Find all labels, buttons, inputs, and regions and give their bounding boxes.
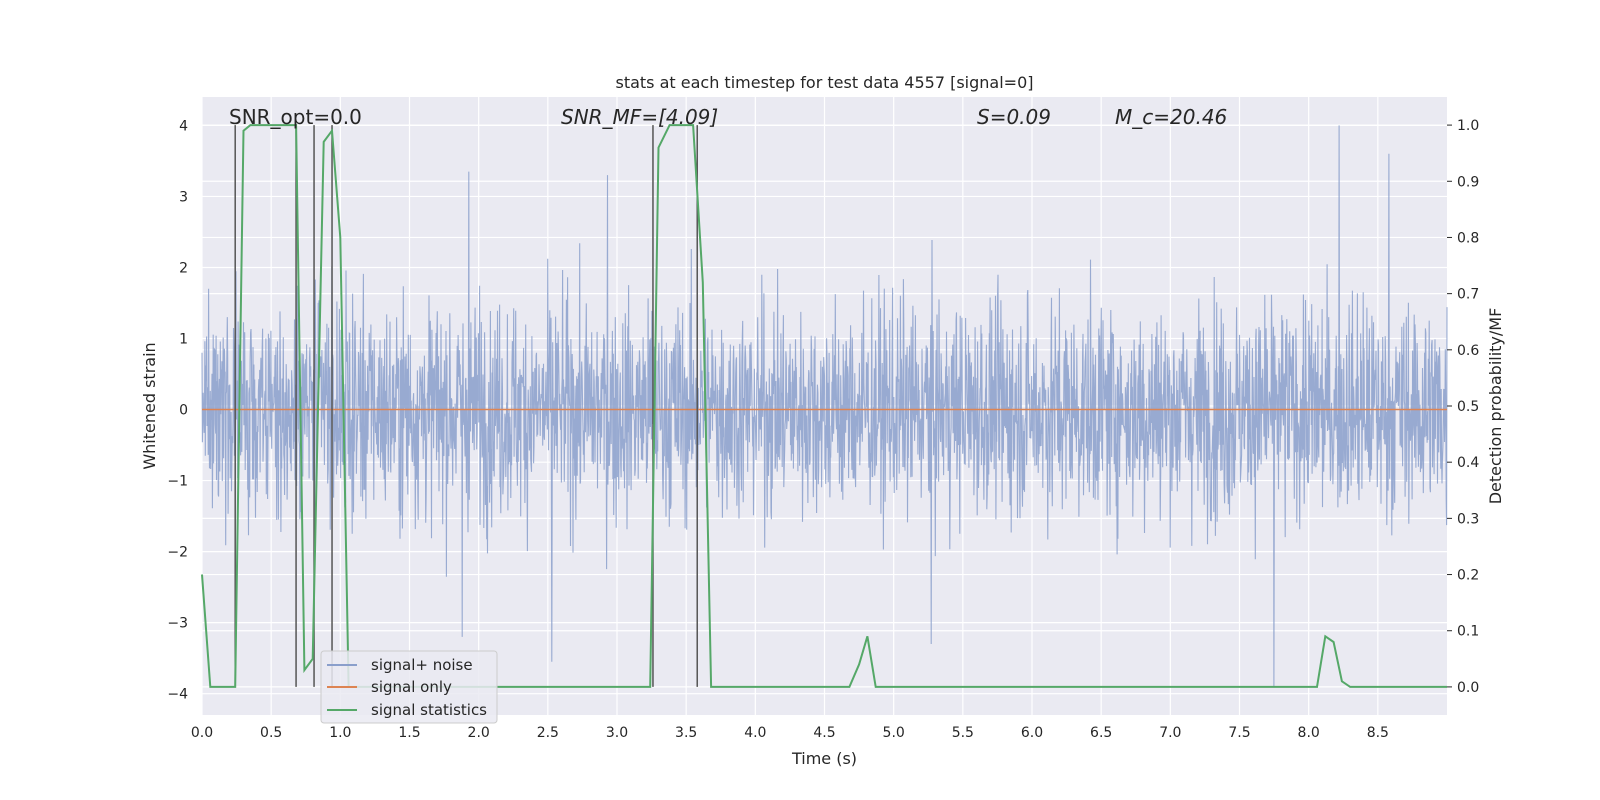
y-left-tick-label: 3 — [179, 189, 188, 205]
x-tick-label: 6.0 — [1021, 725, 1043, 741]
signal-statistics-line — [201, 124, 1447, 688]
x-tick-label: 0.0 — [191, 725, 213, 741]
y-right-tick-label: 0.9 — [1457, 174, 1479, 190]
x-tick-label: 4.0 — [744, 725, 766, 741]
y-right-tick-label: 0.1 — [1457, 624, 1479, 640]
x-tick-label: 1.5 — [398, 725, 420, 741]
y-right-tick-label: 0.4 — [1457, 455, 1479, 471]
y-right-tick-label: 0.6 — [1457, 343, 1479, 359]
x-tick-label: 3.5 — [675, 725, 697, 741]
y-axis-right-label: Detection probability/MF — [1486, 308, 1505, 505]
y-right-tick-label: 1.0 — [1457, 118, 1479, 134]
chart-title: stats at each timestep for test data 455… — [615, 73, 1033, 92]
x-tick-label: 8.0 — [1298, 725, 1320, 741]
x-tick-label: 7.0 — [1159, 725, 1181, 741]
x-tick-label: 6.5 — [1090, 725, 1112, 741]
y-left-tick-label: 2 — [179, 260, 188, 276]
y-left-tick-label: 1 — [179, 332, 188, 348]
x-axis-ticks: 0.0 0.5 1.0 1.5 2.0 2.5 3.0 3.5 4.0 4.5 5.0 5.5 6.0 6… — [191, 725, 1389, 741]
y-right-tick-label: 0.2 — [1457, 568, 1479, 584]
legend-label-signal: signal only — [371, 678, 452, 696]
x-tick-label: 0.5 — [260, 725, 282, 741]
annotation-snr-opt: SNR_opt=0.0 — [229, 105, 362, 129]
x-tick-label: 7.5 — [1228, 725, 1250, 741]
legend: signal+ noise signal only signal statist… — [320, 650, 498, 724]
x-tick-label: 8.5 — [1367, 725, 1389, 741]
y-axis-right-ticks: 0.0 0.1 0.2 0.3 0.4 0.5 0.6 0.7 0.8 0.9 1.0 — [1447, 118, 1479, 696]
y-left-tick-label: 4 — [179, 118, 188, 134]
x-tick-label: 2.0 — [468, 725, 490, 741]
y-right-tick-label: 0.0 — [1457, 680, 1479, 696]
annotation-mc: M_c=20.46 — [1115, 105, 1227, 129]
y-axis-left-label: Whitened strain — [140, 342, 159, 469]
y-right-tick-label: 0.7 — [1457, 287, 1479, 303]
y-right-tick-label: 0.5 — [1457, 399, 1479, 415]
y-right-tick-label: 0.8 — [1457, 230, 1479, 246]
legend-box — [320, 650, 498, 724]
x-tick-label: 4.5 — [813, 725, 835, 741]
x-axis-label: Time (s) — [791, 749, 857, 768]
y-left-tick-label: −4 — [167, 687, 188, 703]
legend-label-noise: signal+ noise — [371, 656, 473, 674]
signal-statistics-series — [201, 124, 1447, 688]
legend-label-stats: signal statistics — [371, 701, 487, 719]
noise-line — [201, 125, 1448, 687]
y-left-tick-label: −2 — [167, 545, 188, 561]
annotation-snr-mf: SNR_MF=[4.09] — [561, 105, 718, 129]
x-tick-label: 3.0 — [606, 725, 628, 741]
y-left-tick-label: −3 — [167, 616, 188, 632]
x-tick-label: 1.0 — [329, 725, 351, 741]
x-tick-label: 5.0 — [883, 725, 905, 741]
signal-plus-noise-series — [201, 125, 1448, 687]
x-tick-label: 5.5 — [952, 725, 974, 741]
y-left-tick-label: 0 — [179, 403, 188, 419]
x-tick-label: 2.5 — [537, 725, 559, 741]
annotation-s: S=0.09 — [977, 105, 1051, 129]
y-left-tick-label: −1 — [167, 474, 188, 490]
y-right-tick-label: 0.3 — [1457, 511, 1479, 527]
y-axis-left-ticks: −4 −3 −2 −1 0 1 2 3 4 — [167, 118, 188, 702]
